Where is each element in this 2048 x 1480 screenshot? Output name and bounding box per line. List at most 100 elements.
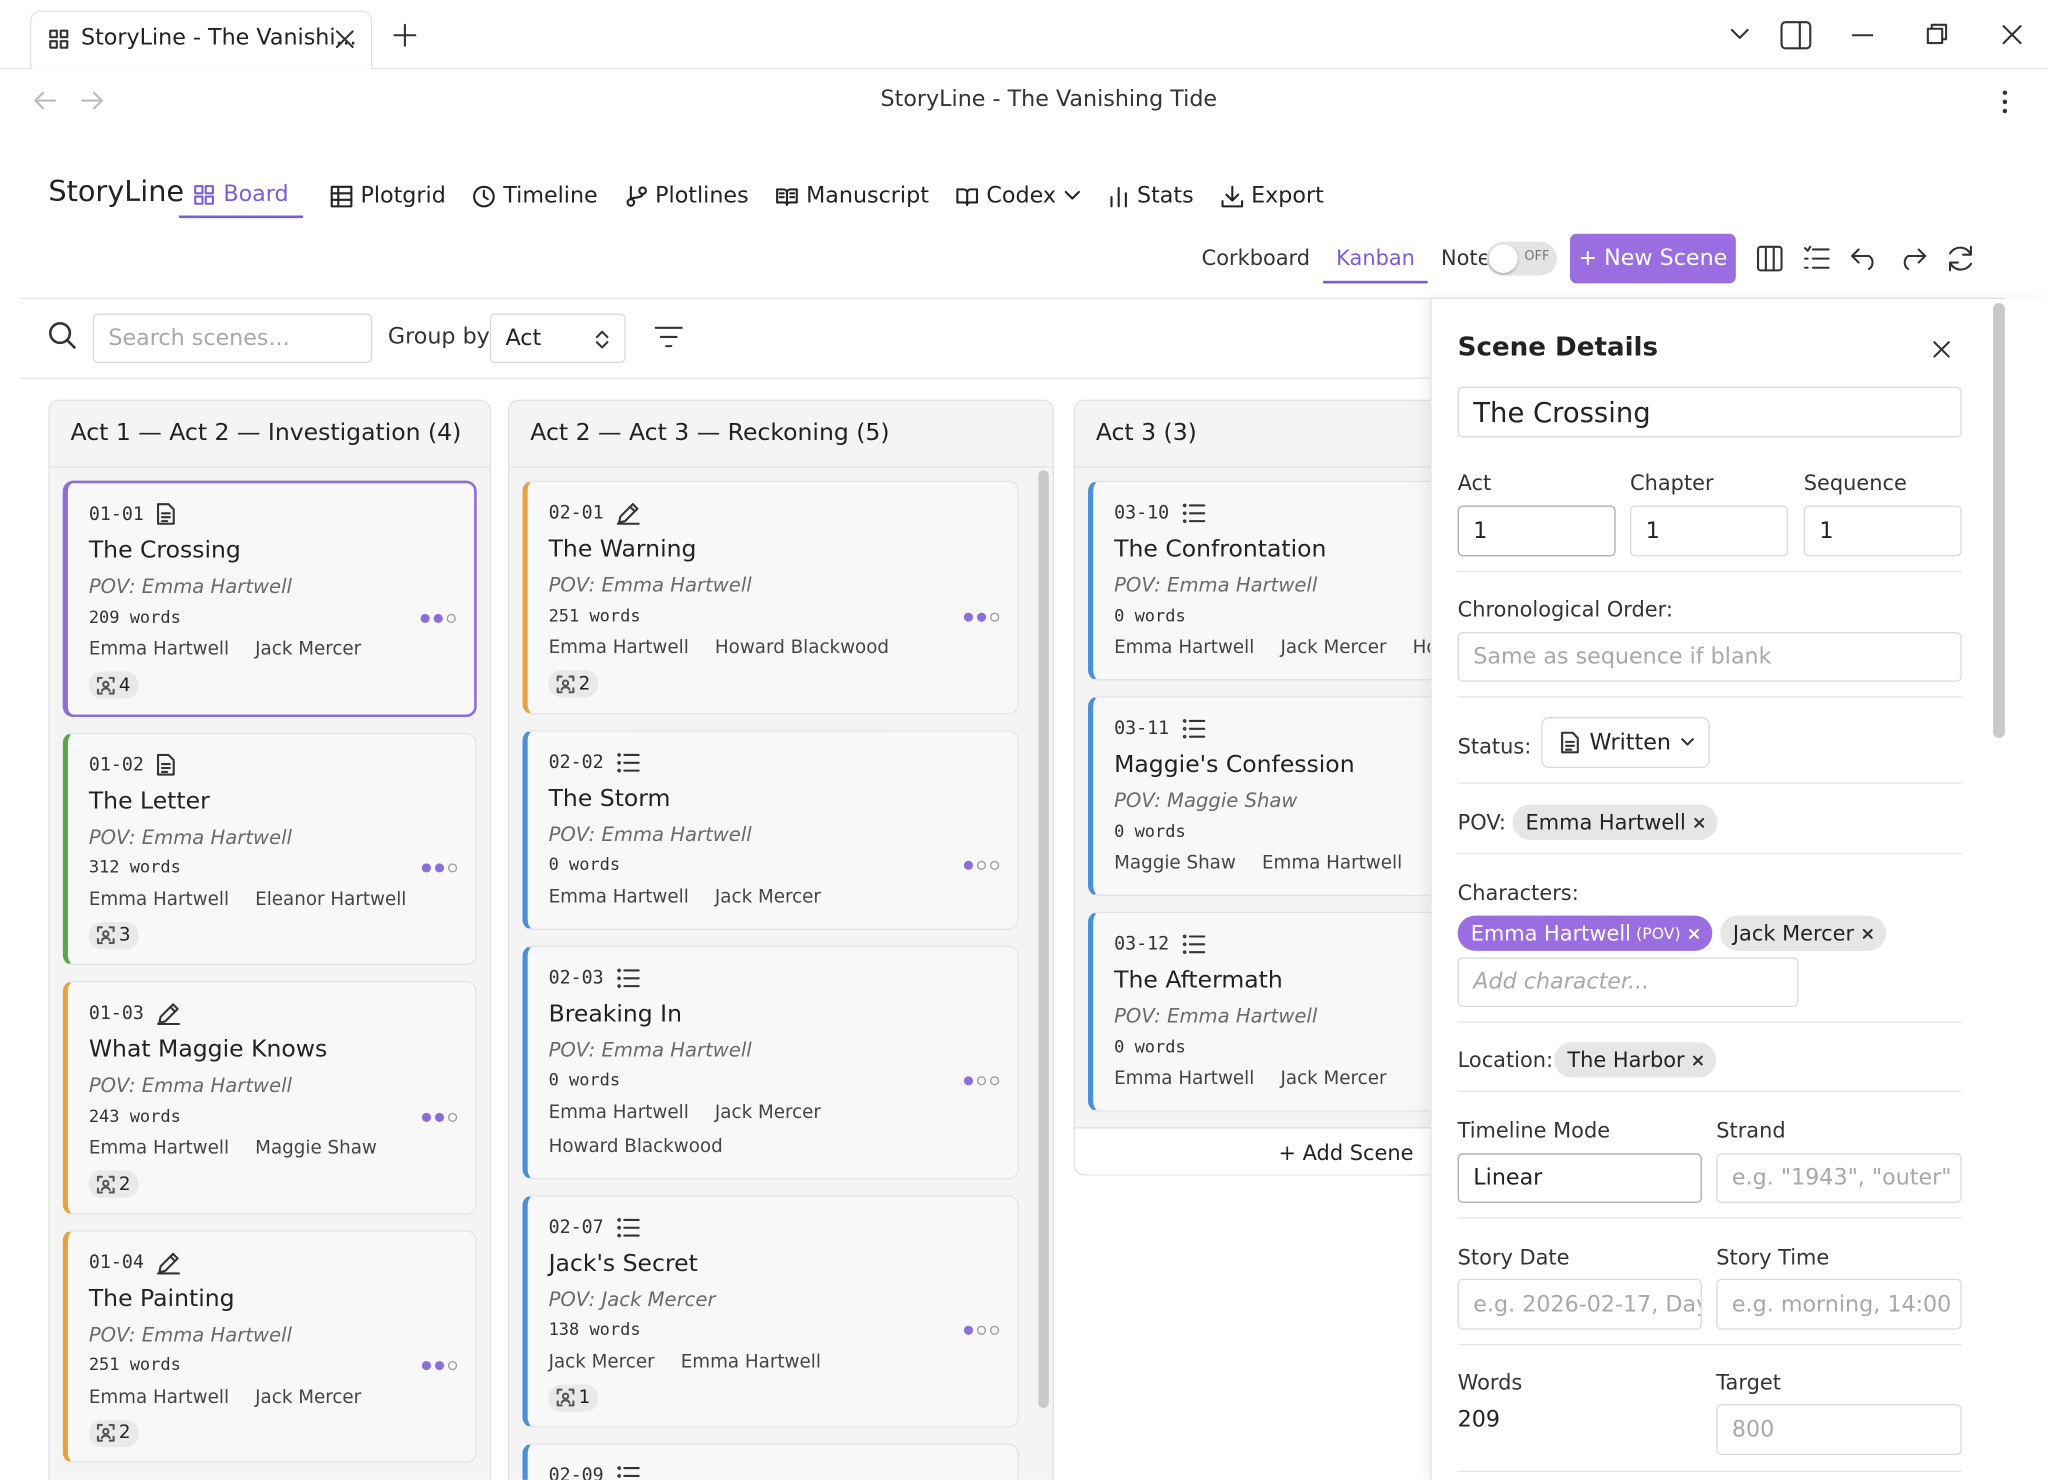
minimize[interactable]	[1852, 34, 1873, 37]
tag-count-value: 2	[118, 1173, 131, 1195]
location-chip[interactable]: The Harbor	[1554, 1042, 1716, 1078]
nav-item[interactable]: Stats	[1107, 174, 1194, 218]
nav-item[interactable]: Board	[178, 174, 303, 219]
word-row: 0 words	[549, 851, 1000, 880]
word-count: 0 words	[1114, 606, 1186, 627]
words-value: 209	[1457, 1406, 1501, 1433]
scene-title: The Storm	[548, 784, 671, 812]
act-input[interactable]: 1	[1457, 505, 1616, 557]
scene-card[interactable]: 01-01 The Crossing POV: Emma Hartwell 209 w…	[62, 480, 477, 717]
nav-item[interactable]: Export	[1221, 174, 1324, 218]
scene-card[interactable]: 02-01 The Warning POV: Emma Hartwell 251 wo…	[522, 480, 1019, 714]
new-scene-button[interactable]: + New Scene	[1569, 233, 1736, 284]
browser-tab[interactable]: StoryLine - The Vanishi...	[30, 10, 373, 70]
story-date-input[interactable]: e.g. 2026-02-17, Day 3	[1457, 1278, 1702, 1330]
target-input[interactable]: 800	[1716, 1404, 1962, 1456]
undo[interactable]	[1851, 247, 1880, 271]
forward[interactable]	[81, 90, 105, 111]
timeline-mode-label: Timeline Mode	[1457, 1118, 1611, 1143]
new-tab[interactable]	[393, 23, 417, 48]
word-row: 0 words	[1114, 818, 1586, 847]
scene-card[interactable]: 01-04 The Painting POV: Emma Hartwell 251 w…	[62, 1229, 477, 1463]
pov-chip[interactable]: Emma Hartwell	[1512, 804, 1718, 840]
card-header: 02-09	[549, 1458, 1000, 1480]
view-mode[interactable]: Corkboard	[1201, 245, 1311, 271]
status-select[interactable]: Written	[1541, 717, 1710, 768]
close-window[interactable]	[2002, 25, 2022, 45]
nav-item[interactable]: Codex	[956, 174, 1080, 218]
tab-list[interactable]	[1729, 26, 1750, 42]
characters-label: Characters:	[1457, 880, 1579, 906]
close-details[interactable]	[1933, 341, 1950, 358]
word-row: 0 words	[1114, 602, 1586, 631]
progress	[960, 1320, 1000, 1340]
scene-card[interactable]: 02-03 Breaking In POV: Emma Hartwell 0 word…	[522, 944, 1019, 1179]
story-time-input[interactable]: e.g. morning, 14:00	[1716, 1278, 1962, 1330]
progress-dot	[963, 1325, 974, 1335]
redo[interactable]	[1898, 247, 1927, 271]
scene-card[interactable]: 02-02 The Storm POV: Emma Hartwell 0 words E…	[522, 729, 1019, 930]
columns-icon[interactable]	[1756, 245, 1783, 272]
scene-id: 01-01	[88, 504, 144, 526]
character: Howard Blackwood	[548, 1135, 723, 1157]
chapter-input[interactable]: 1	[1630, 505, 1789, 557]
timeline-mode-input[interactable]: Linear	[1457, 1153, 1702, 1203]
character-chip[interactable]: Jack Mercer	[1719, 915, 1886, 951]
notes-toggle[interactable]: OFF	[1486, 241, 1557, 276]
progress-dot	[434, 863, 445, 873]
nav-item[interactable]: Manuscript	[776, 174, 929, 218]
scene-id: 02-01	[548, 502, 604, 524]
menu[interactable]	[2001, 89, 2009, 115]
scene-name-input[interactable]: The Crossing	[1457, 386, 1962, 438]
chrono-input[interactable]: Same as sequence if blank	[1457, 632, 1962, 682]
scene-card[interactable]: 01-02 The Letter POV: Emma Hartwell 312 wor…	[62, 732, 477, 966]
character: Jack Mercer	[548, 1351, 655, 1373]
tag-count-value: 3	[118, 924, 131, 946]
search-placeholder: Search scenes...	[108, 325, 290, 352]
scene-id: 01-04	[88, 1251, 144, 1273]
sequence-input[interactable]: 1	[1803, 505, 1962, 557]
brand: StoryLine	[48, 176, 185, 209]
sequence-label: Sequence	[1803, 470, 1907, 496]
chapter-label: Chapter	[1630, 470, 1714, 496]
tag-count-value: 2	[578, 673, 591, 695]
character: Emma Hartwell	[1261, 852, 1403, 874]
words-label: Words	[1457, 1370, 1523, 1395]
character: Jack Mercer	[255, 638, 362, 660]
search-input[interactable]: Search scenes...	[92, 313, 373, 364]
word-count: 243 words	[88, 1106, 181, 1127]
word-count: 0 words	[1114, 822, 1186, 842]
scene-card[interactable]: 02-07 Jack's Secret POV: Jack Mercer 138 wo…	[522, 1194, 1019, 1428]
character-chip[interactable]: Emma Hartwell (POV)	[1457, 915, 1712, 951]
character-list: Emma Hartwell Jack Mercer	[78, 1380, 457, 1414]
group-by-select[interactable]: Act	[489, 313, 626, 364]
nav-item[interactable]: Plotlines	[625, 174, 749, 218]
character: Jack Mercer	[714, 886, 821, 908]
scene-id: 01-02	[88, 754, 144, 776]
target-label: Target	[1716, 1370, 1781, 1395]
restore[interactable]	[1926, 23, 1948, 45]
strand-input[interactable]: e.g. "1943", "outer"	[1716, 1153, 1962, 1203]
nav: Board Plotgrid Timeline Plotlines Manuscript…	[178, 174, 1324, 219]
scene-card[interactable]: 01-03 What Maggie Knows POV: Emma Hartwell…	[62, 980, 477, 1215]
card-header: 01-03	[89, 995, 457, 1032]
story-date-placeholder: e.g. 2026-02-17, Day 3	[1473, 1291, 1700, 1318]
character: Jack Mercer	[1280, 1068, 1387, 1090]
list-icon[interactable]	[1804, 245, 1830, 272]
group-by-value: Act	[505, 325, 542, 352]
tag-count-value: 1	[578, 1387, 591, 1408]
tag-count-value: 4	[118, 674, 131, 696]
sidebar-toggle[interactable]	[1780, 21, 1812, 50]
nav-item[interactable]: Plotgrid	[330, 174, 446, 218]
scene-card[interactable]: 02-09	[522, 1443, 1019, 1480]
toggle-label: OFF	[1524, 249, 1550, 264]
view-mode[interactable]: Kanban	[1323, 240, 1428, 284]
back[interactable]	[33, 90, 57, 111]
progress-dot	[976, 1076, 987, 1086]
nav-item[interactable]: Timeline	[473, 174, 598, 218]
refresh[interactable]	[1946, 244, 1975, 273]
filter-icon[interactable]	[654, 325, 683, 349]
tag-count: 4	[88, 671, 139, 699]
add-character-input[interactable]: Add character...	[1457, 957, 1799, 1008]
character-list: Emma Hartwell Howard Blackwood	[538, 631, 999, 665]
